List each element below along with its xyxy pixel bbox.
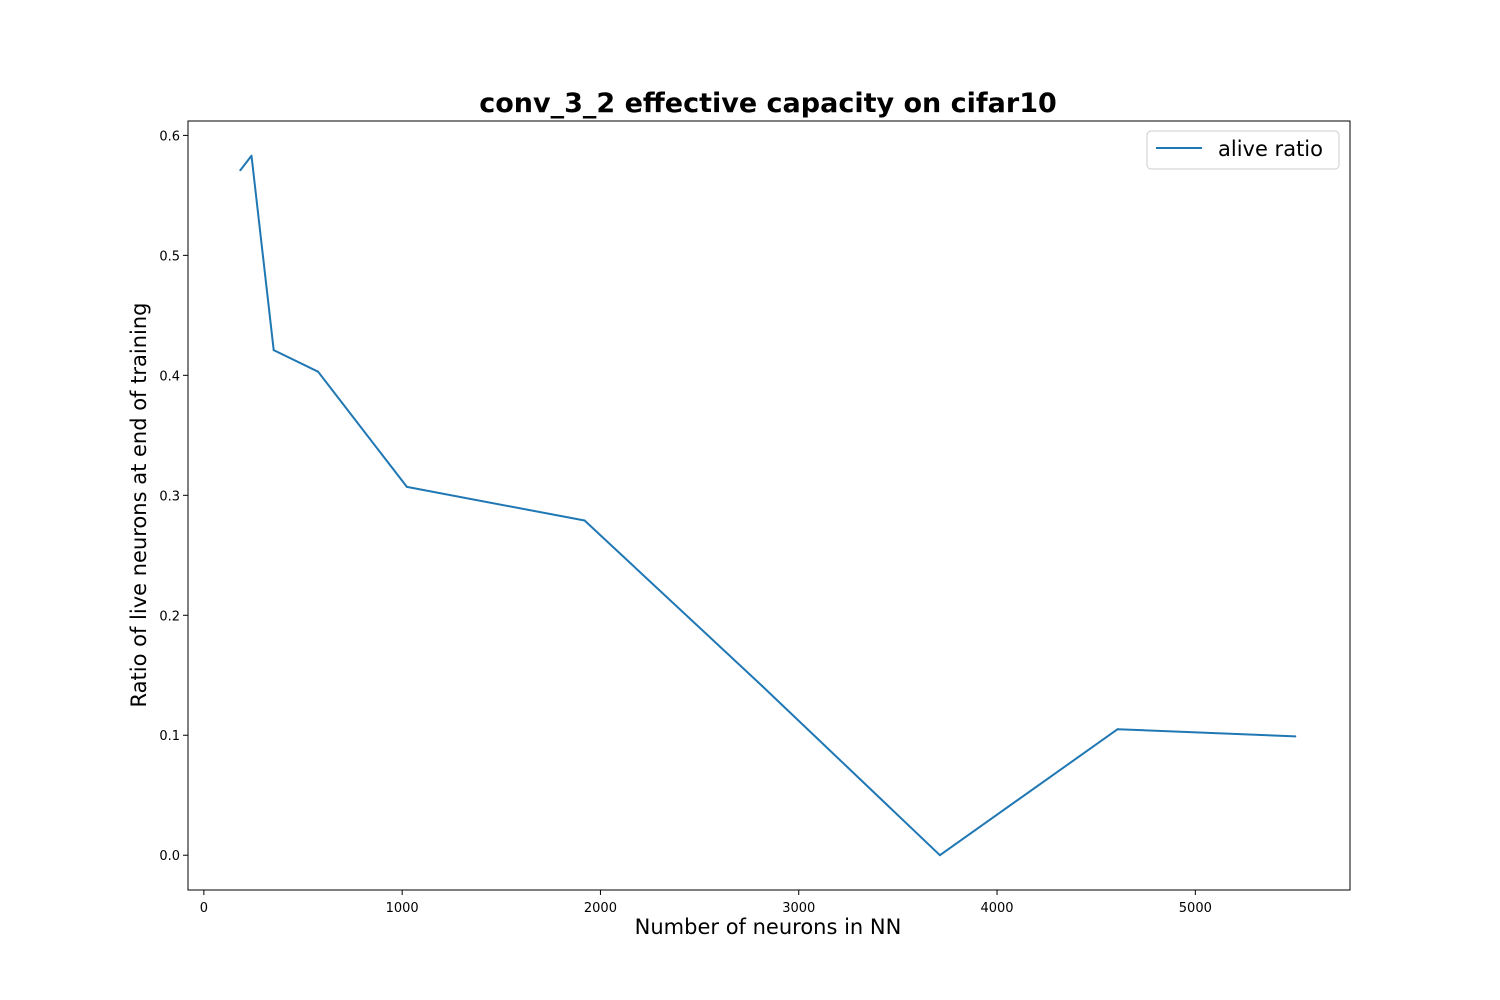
y-axis-label: Ratio of live neurons at end of training bbox=[127, 303, 151, 708]
data-point bbox=[938, 854, 941, 857]
y-axis-ticks: 0.0 0.1 0.2 0.3 0.4 0.5 0.6 bbox=[159, 129, 188, 864]
legend-box bbox=[1146, 130, 1340, 170]
y-tick-label: 0.0 bbox=[159, 849, 180, 864]
y-tick-label: 0.6 bbox=[159, 129, 180, 144]
data-point bbox=[1294, 735, 1297, 738]
x-tick-label: 3000 bbox=[782, 901, 815, 916]
data-point bbox=[1116, 728, 1119, 731]
x-tick-label: 5000 bbox=[1179, 901, 1212, 916]
x-tick-label: 4000 bbox=[980, 901, 1013, 916]
chart-title: conv_3_2 effective capacity on cifar10 bbox=[479, 88, 1057, 119]
series-layer bbox=[239, 154, 1297, 857]
data-point bbox=[272, 349, 275, 352]
y-tick-label: 0.1 bbox=[159, 729, 180, 744]
x-tick-label: 2000 bbox=[584, 901, 617, 916]
data-point bbox=[239, 169, 242, 172]
y-tick-label: 0.5 bbox=[159, 249, 180, 264]
x-tick-label: 1000 bbox=[386, 901, 419, 916]
series-line-0 bbox=[239, 154, 1296, 857]
y-tick-label: 0.2 bbox=[159, 609, 180, 624]
y-tick-label: 0.3 bbox=[159, 489, 180, 504]
x-axis-label: Number of neurons in NN bbox=[635, 915, 902, 939]
legend: alive ratio bbox=[1146, 130, 1340, 170]
data-point bbox=[317, 370, 320, 373]
data-point bbox=[761, 685, 764, 688]
plot-area bbox=[187, 120, 1351, 891]
data-point bbox=[250, 154, 253, 157]
y-tick-label: 0.4 bbox=[159, 369, 180, 384]
legend-label: alive ratio bbox=[1218, 137, 1323, 161]
x-tick-label: 0 bbox=[200, 901, 208, 916]
x-axis-ticks: 0 1000 2000 3000 4000 5000 bbox=[200, 890, 1212, 916]
data-point bbox=[405, 485, 408, 488]
data-point bbox=[583, 519, 586, 522]
